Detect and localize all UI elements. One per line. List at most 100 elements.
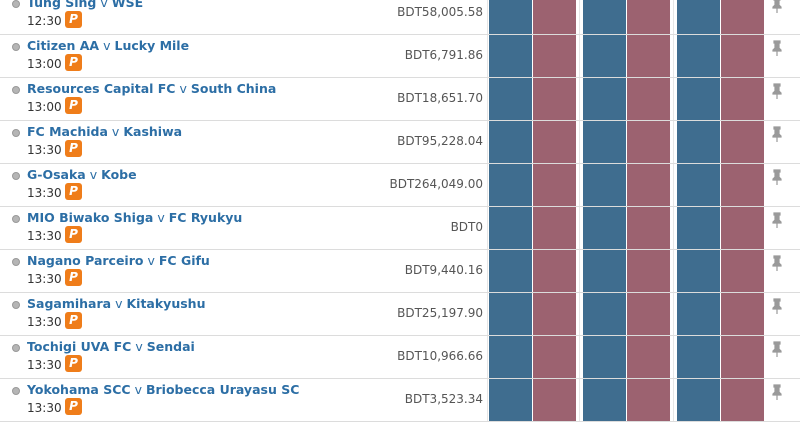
back-odds-cell[interactable]: [489, 78, 532, 120]
away-team[interactable]: Kobe: [101, 167, 137, 182]
away-team[interactable]: Kitakyushu: [126, 296, 206, 311]
pin-button[interactable]: [768, 297, 786, 315]
lay-odds-cell[interactable]: [721, 78, 764, 120]
lay-odds-cell[interactable]: [721, 379, 764, 421]
back-odds-cell[interactable]: [489, 0, 532, 34]
lay-odds-cell[interactable]: [533, 250, 576, 292]
home-team[interactable]: Tochigi UVA FC: [27, 339, 132, 354]
back-odds-cell[interactable]: [583, 293, 626, 335]
lay-odds-cell[interactable]: [721, 164, 764, 206]
back-odds-cell[interactable]: [489, 35, 532, 77]
lay-odds-cell[interactable]: [533, 207, 576, 249]
match-name[interactable]: Sagamihara v Kitakyushu: [27, 296, 205, 311]
back-odds-cell[interactable]: [489, 293, 532, 335]
lay-odds-cell[interactable]: [721, 207, 764, 249]
lay-odds-cell[interactable]: [721, 250, 764, 292]
home-team[interactable]: Sagamihara: [27, 296, 112, 311]
lay-odds-cell[interactable]: [533, 293, 576, 335]
match-name[interactable]: Citizen AA v Lucky Mile: [27, 38, 189, 53]
lay-odds-cell[interactable]: [627, 121, 670, 163]
back-odds-cell[interactable]: [583, 207, 626, 249]
match-name[interactable]: Tochigi UVA FC v Sendai: [27, 339, 195, 354]
away-team[interactable]: Sendai: [146, 339, 195, 354]
away-team[interactable]: South China: [190, 81, 277, 96]
pin-button[interactable]: [768, 340, 786, 358]
back-odds-cell[interactable]: [677, 293, 720, 335]
lay-odds-cell[interactable]: [533, 164, 576, 206]
pin-button[interactable]: [768, 0, 786, 14]
back-odds-cell[interactable]: [677, 78, 720, 120]
match-name[interactable]: Resources Capital FC v South China: [27, 81, 276, 96]
back-odds-cell[interactable]: [583, 336, 626, 378]
lay-odds-cell[interactable]: [533, 35, 576, 77]
back-odds-cell[interactable]: [677, 0, 720, 34]
pin-button[interactable]: [768, 82, 786, 100]
back-odds-cell[interactable]: [677, 336, 720, 378]
back-odds-cell[interactable]: [583, 379, 626, 421]
match-name[interactable]: Nagano Parceiro v FC Gifu: [27, 253, 210, 268]
match-name[interactable]: FC Machida v Kashiwa: [27, 124, 182, 139]
home-team[interactable]: G-Osaka: [27, 167, 86, 182]
home-team[interactable]: FC Machida: [27, 124, 108, 139]
back-odds-cell[interactable]: [583, 0, 626, 34]
back-odds-cell[interactable]: [489, 121, 532, 163]
lay-odds-cell[interactable]: [721, 0, 764, 34]
home-team[interactable]: Tung Sing: [27, 0, 97, 10]
away-team[interactable]: Briobecca Urayasu SC: [145, 382, 300, 397]
away-team[interactable]: Lucky Mile: [114, 38, 190, 53]
lay-odds-cell[interactable]: [627, 78, 670, 120]
lay-odds-cell[interactable]: [627, 379, 670, 421]
back-odds-cell[interactable]: [677, 35, 720, 77]
lay-odds-cell[interactable]: [721, 121, 764, 163]
pin-button[interactable]: [768, 254, 786, 272]
home-team[interactable]: Resources Capital FC: [27, 81, 176, 96]
back-odds-cell[interactable]: [677, 250, 720, 292]
home-team[interactable]: Yokohama SCC: [27, 382, 131, 397]
back-odds-cell[interactable]: [677, 379, 720, 421]
back-odds-cell[interactable]: [583, 35, 626, 77]
lay-odds-cell[interactable]: [627, 336, 670, 378]
away-team[interactable]: FC Ryukyu: [168, 210, 243, 225]
lay-odds-cell[interactable]: [627, 250, 670, 292]
pin-button[interactable]: [768, 125, 786, 143]
back-odds-cell[interactable]: [583, 250, 626, 292]
back-odds-cell[interactable]: [583, 164, 626, 206]
back-odds-cell[interactable]: [583, 78, 626, 120]
match-name[interactable]: Yokohama SCC v Briobecca Urayasu SC: [27, 382, 299, 397]
back-odds-cell[interactable]: [489, 379, 532, 421]
away-team[interactable]: Kashiwa: [123, 124, 183, 139]
lay-odds-cell[interactable]: [627, 207, 670, 249]
pin-button[interactable]: [768, 39, 786, 57]
home-team[interactable]: Citizen AA: [27, 38, 100, 53]
back-odds-cell[interactable]: [489, 164, 532, 206]
home-team[interactable]: MIO Biwako Shiga: [27, 210, 154, 225]
match-name[interactable]: Tung Sing v WSE: [27, 0, 143, 10]
pin-button[interactable]: [768, 383, 786, 401]
lay-odds-cell[interactable]: [533, 121, 576, 163]
back-odds-cell[interactable]: [677, 121, 720, 163]
lay-odds-cell[interactable]: [533, 336, 576, 378]
lay-odds-cell[interactable]: [627, 293, 670, 335]
back-odds-cell[interactable]: [489, 250, 532, 292]
back-odds-cell[interactable]: [677, 207, 720, 249]
away-team[interactable]: WSE: [111, 0, 144, 10]
lay-odds-cell[interactable]: [627, 35, 670, 77]
back-odds-cell[interactable]: [489, 207, 532, 249]
match-name[interactable]: MIO Biwako Shiga v FC Ryukyu: [27, 210, 242, 225]
home-team[interactable]: Nagano Parceiro: [27, 253, 144, 268]
lay-odds-cell[interactable]: [627, 0, 670, 34]
away-team[interactable]: FC Gifu: [158, 253, 210, 268]
pin-button[interactable]: [768, 211, 786, 229]
back-odds-cell[interactable]: [583, 121, 626, 163]
match-name[interactable]: G-Osaka v Kobe: [27, 167, 137, 182]
back-odds-cell[interactable]: [677, 164, 720, 206]
lay-odds-cell[interactable]: [721, 336, 764, 378]
lay-odds-cell[interactable]: [721, 293, 764, 335]
lay-odds-cell[interactable]: [721, 35, 764, 77]
back-odds-cell[interactable]: [489, 336, 532, 378]
lay-odds-cell[interactable]: [533, 0, 576, 34]
lay-odds-cell[interactable]: [627, 164, 670, 206]
lay-odds-cell[interactable]: [533, 379, 576, 421]
pin-button[interactable]: [768, 168, 786, 186]
lay-odds-cell[interactable]: [533, 78, 576, 120]
